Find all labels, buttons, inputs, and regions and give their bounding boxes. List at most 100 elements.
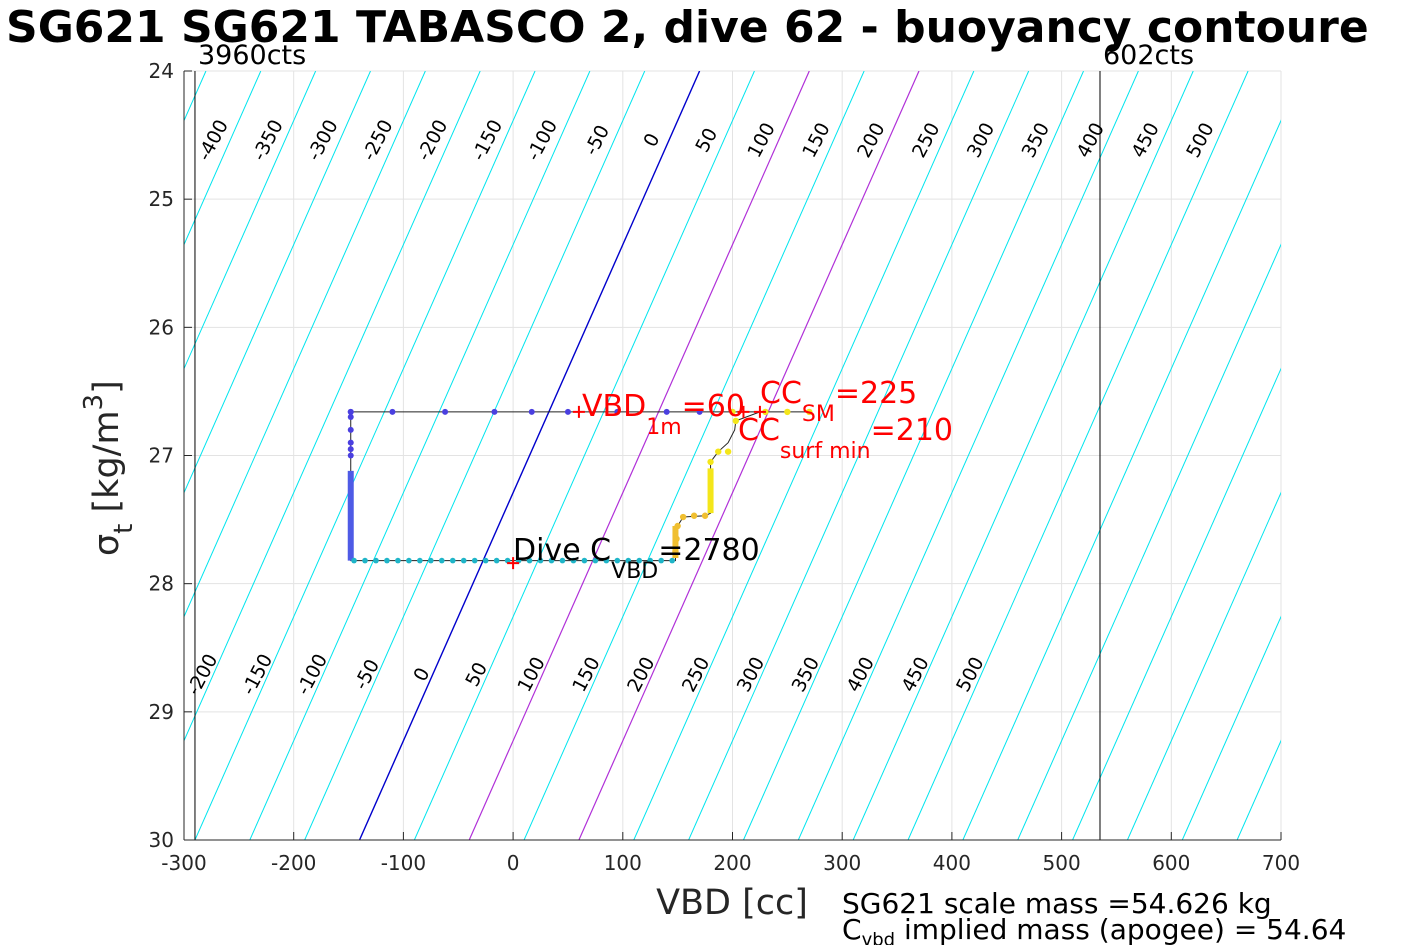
cc-sm-annotation: CCSM=225: [760, 376, 917, 427]
y-tick-label: 27: [149, 444, 174, 468]
data-point: [663, 408, 670, 415]
cc-surf-min-annotation-value: =210: [871, 413, 953, 448]
contour-label-top: -150: [468, 116, 508, 164]
cc-sm-annotation-subscript: SM: [802, 402, 835, 427]
contour-lines: [184, 71, 1281, 840]
x-tick-label: 400: [933, 851, 971, 875]
data-point: [732, 417, 739, 425]
data-point: [347, 414, 354, 421]
contour-label-top: 450: [1127, 119, 1163, 161]
left-limit-label: 3960cts: [198, 40, 307, 71]
contour-label-top: 350: [1018, 119, 1054, 161]
contour-label-top: -350: [248, 116, 288, 164]
data-point: [347, 439, 354, 446]
implied-mass-subscript: vbd: [861, 929, 896, 945]
data-point: [491, 408, 498, 415]
data-point: [347, 408, 354, 415]
contour-line: [304, 71, 646, 840]
data-point: [449, 557, 456, 564]
contour-label-bottom: -50: [350, 656, 384, 694]
right-limit-label: 602cts: [1103, 40, 1195, 71]
data-point: [347, 426, 354, 433]
x-axis-label: VBD [cc]: [656, 883, 808, 923]
contour-line: [184, 71, 262, 246]
contour-label-top: -100: [522, 116, 562, 164]
contour-label-top: 0: [639, 130, 664, 151]
data-point: [504, 557, 511, 564]
contour-label-top: -200: [413, 116, 453, 164]
contour-line: [743, 71, 1084, 840]
data-point: [384, 557, 390, 564]
contour-line: [1072, 367, 1281, 840]
implied-mass-note: Cvbd implied mass (apogee) = 54.64: [842, 916, 1346, 945]
cc-surf-min-annotation-subscript: surf min: [780, 439, 871, 464]
data-point: [537, 557, 544, 564]
y-label-superscript: 3: [79, 394, 109, 411]
contour-label-bottom: -150: [238, 650, 278, 698]
contour-line: [1181, 615, 1281, 840]
y-tick-label: 25: [149, 187, 174, 211]
contour-line: [852, 71, 1194, 840]
contour-label-bottom: 400: [842, 653, 878, 695]
contour-label-bottom: -100: [292, 650, 332, 698]
data-point: [724, 448, 732, 455]
data-point: [636, 557, 643, 564]
contour-label-bottom: 350: [788, 653, 824, 695]
data-point: [690, 512, 698, 519]
contour-label-top: 150: [798, 119, 834, 161]
contour-label-bottom: -200: [183, 650, 223, 698]
contour-label-top: 200: [853, 119, 889, 161]
cc-surf-min-annotation-main: CC: [738, 413, 780, 448]
x-tick-label: 100: [604, 851, 642, 875]
data-point: [701, 512, 709, 519]
data-point: [442, 408, 449, 415]
y-tick-label: 26: [149, 315, 174, 339]
contour-label-top: -300: [303, 116, 343, 164]
dive-cvbd-annotation-value: =2780: [658, 533, 759, 568]
contour-line: [1126, 491, 1281, 840]
implied-mass-symbol: C: [842, 913, 862, 945]
data-point: [669, 557, 675, 564]
data-point: [625, 557, 632, 564]
x-tick-label: 300: [823, 851, 861, 875]
contour-line: [413, 71, 755, 840]
contour-line: [962, 119, 1281, 840]
y-tick-label: 24: [149, 59, 174, 83]
contour-line: [249, 71, 591, 840]
data-point: [347, 452, 354, 459]
contour-line: [194, 71, 536, 840]
data-point: [351, 557, 357, 564]
contour-line: [523, 71, 865, 840]
data-point: [559, 557, 566, 564]
data-point: [715, 448, 722, 455]
vbd-1m-annotation-subscript: 1m: [646, 415, 681, 440]
data-point: [528, 408, 535, 415]
contour-label-bottom: 0: [409, 664, 434, 685]
data-point: [471, 557, 478, 564]
data-point: [406, 557, 412, 564]
contour-label-bottom: 300: [733, 653, 769, 695]
contour-label-top: -50: [580, 121, 614, 159]
contour-line: [468, 71, 810, 840]
cc-sm-annotation-value: =225: [835, 376, 917, 411]
contour-line: [184, 71, 426, 618]
contour-line: [907, 71, 1249, 840]
contour-line: [633, 71, 975, 840]
y-label-unit: [kg/m: [87, 410, 127, 523]
contour-label-top: 300: [963, 119, 999, 161]
data-point: [806, 408, 813, 416]
data-point: [389, 408, 396, 415]
red-plus-mark: [737, 405, 750, 418]
data-point: [438, 557, 445, 564]
contour-label-bottom: 250: [678, 653, 714, 695]
data-point: [548, 557, 555, 564]
vbd-1m-annotation-main: VBD: [582, 389, 646, 424]
contour-line: [1017, 243, 1281, 840]
x-tick-label: -300: [161, 851, 206, 875]
vbd-1m-annotation-value: =60: [682, 389, 745, 424]
x-tick-label: -100: [381, 851, 426, 875]
contour-line: [358, 71, 701, 840]
contour-label-top: 100: [743, 119, 779, 161]
